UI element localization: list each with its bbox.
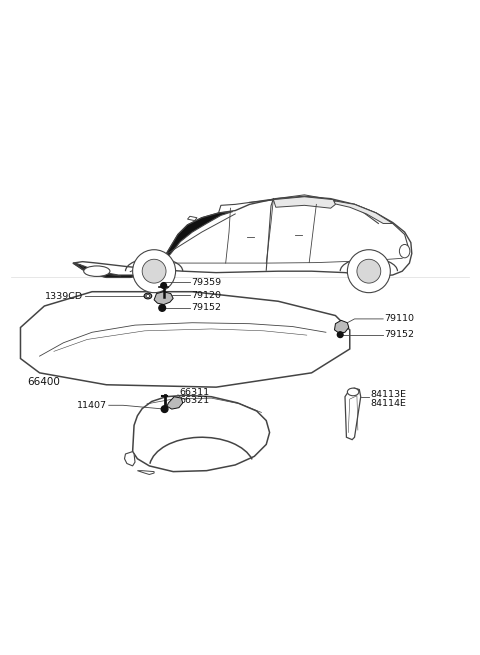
Polygon shape [137, 471, 154, 474]
Text: 1339CD: 1339CD [45, 291, 84, 301]
Text: 11407: 11407 [77, 401, 108, 410]
Polygon shape [335, 320, 349, 333]
Polygon shape [73, 196, 412, 277]
Ellipse shape [348, 388, 359, 396]
Circle shape [161, 283, 167, 288]
Ellipse shape [399, 244, 410, 258]
Circle shape [132, 250, 176, 293]
Circle shape [159, 305, 166, 311]
Polygon shape [132, 395, 270, 472]
Polygon shape [188, 216, 197, 221]
Polygon shape [167, 397, 183, 409]
Text: 66400: 66400 [28, 377, 60, 387]
Circle shape [142, 259, 166, 283]
Text: 79110: 79110 [384, 314, 415, 324]
Polygon shape [21, 291, 350, 387]
Circle shape [357, 259, 381, 283]
Text: 79152: 79152 [192, 303, 221, 312]
Text: 66321: 66321 [180, 396, 209, 405]
Polygon shape [333, 201, 393, 223]
Text: 66311: 66311 [180, 388, 209, 398]
Polygon shape [274, 196, 336, 208]
Text: 79359: 79359 [192, 278, 221, 287]
Circle shape [161, 405, 168, 413]
Text: 84114E: 84114E [370, 400, 406, 408]
Text: 79120: 79120 [192, 291, 221, 299]
Ellipse shape [84, 266, 110, 276]
Polygon shape [73, 212, 233, 277]
Polygon shape [345, 388, 361, 440]
Polygon shape [124, 451, 135, 466]
Circle shape [348, 250, 390, 293]
Polygon shape [154, 291, 173, 305]
Circle shape [337, 332, 343, 337]
Ellipse shape [146, 295, 150, 297]
Ellipse shape [144, 293, 152, 299]
Text: 79152: 79152 [384, 330, 415, 339]
Text: 84113E: 84113E [370, 390, 406, 400]
